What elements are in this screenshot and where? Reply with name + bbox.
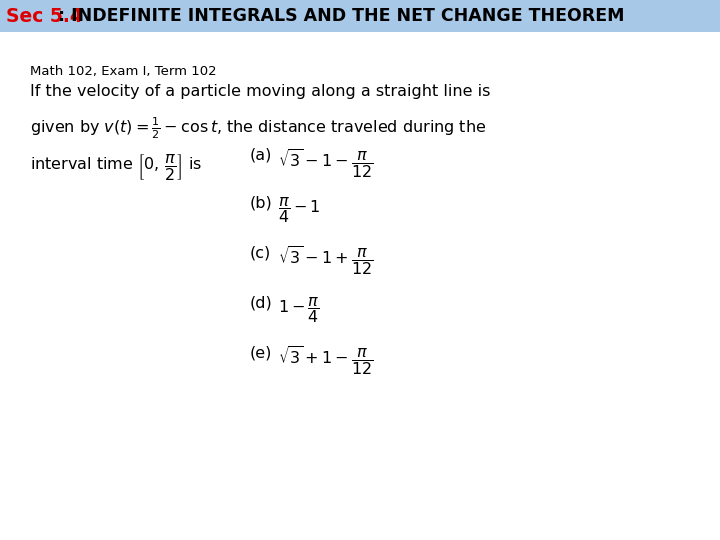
Text: $\sqrt{3} + 1 - \dfrac{\pi}{12}$: $\sqrt{3} + 1 - \dfrac{\pi}{12}$ xyxy=(278,345,374,377)
Text: $\sqrt{3} - 1 - \dfrac{\pi}{12}$: $\sqrt{3} - 1 - \dfrac{\pi}{12}$ xyxy=(278,148,374,180)
Text: (c): (c) xyxy=(250,245,271,260)
Text: $1 - \dfrac{\pi}{4}$: $1 - \dfrac{\pi}{4}$ xyxy=(278,295,320,325)
Text: Sec 5.4: Sec 5.4 xyxy=(6,6,83,25)
Text: interval time $\left[0,\, \dfrac{\pi}{2}\right]$ is: interval time $\left[0,\, \dfrac{\pi}{2}… xyxy=(30,152,202,182)
Text: If the velocity of a particle moving along a straight line is: If the velocity of a particle moving alo… xyxy=(30,84,490,99)
Text: (e): (e) xyxy=(250,345,272,360)
Text: $\sqrt{3} - 1 + \dfrac{\pi}{12}$: $\sqrt{3} - 1 + \dfrac{\pi}{12}$ xyxy=(278,245,374,277)
Text: Math 102, Exam I, Term 102: Math 102, Exam I, Term 102 xyxy=(30,65,217,78)
FancyBboxPatch shape xyxy=(0,0,720,32)
Text: (d): (d) xyxy=(250,295,273,310)
Text: $\dfrac{\pi}{4} - 1$: $\dfrac{\pi}{4} - 1$ xyxy=(278,195,320,225)
Text: (a): (a) xyxy=(250,148,272,163)
Text: : INDEFINITE INTEGRALS AND THE NET CHANGE THEOREM: : INDEFINITE INTEGRALS AND THE NET CHANG… xyxy=(58,7,624,25)
Text: given by $v(t) = \frac{1}{2} - \cos t$, the distance traveled during the: given by $v(t) = \frac{1}{2} - \cos t$, … xyxy=(30,115,486,141)
Text: (b): (b) xyxy=(250,195,273,210)
